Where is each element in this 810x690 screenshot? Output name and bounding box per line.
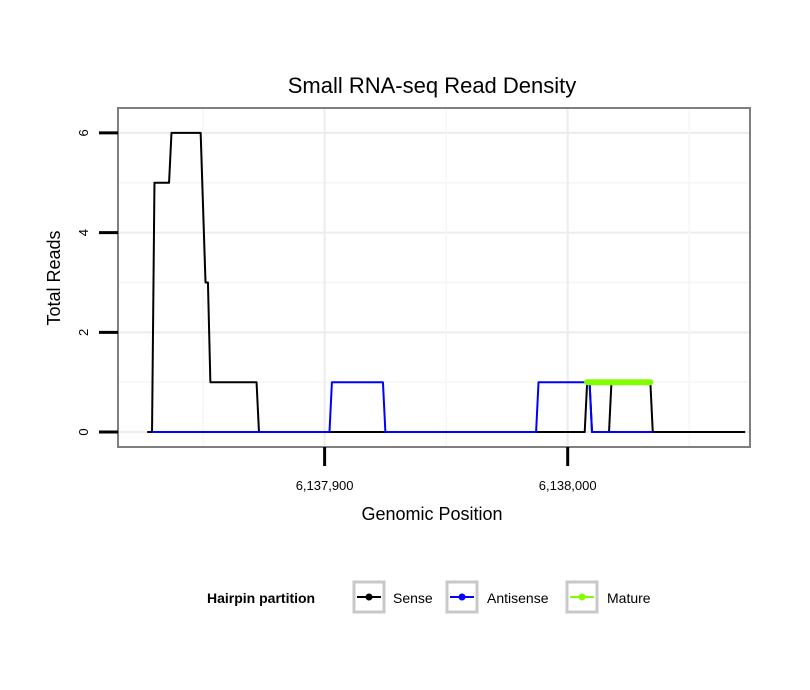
legend-dot-antisense bbox=[458, 593, 466, 601]
legend-label-antisense: Antisense bbox=[487, 590, 549, 606]
legend-title: Hairpin partition bbox=[207, 590, 315, 606]
y-tick-label: 0 bbox=[76, 428, 91, 435]
legend-label-mature: Mature bbox=[607, 590, 651, 606]
x-tick-label: 6,138,000 bbox=[539, 478, 597, 493]
y-axis: 0 2 4 6 bbox=[76, 129, 118, 436]
series-line-sense bbox=[147, 131, 746, 434]
y-tick-label: 6 bbox=[76, 129, 91, 136]
legend-item-sense: Sense bbox=[352, 580, 433, 614]
legend-item-mature: Mature bbox=[565, 580, 651, 614]
x-axis: 6,137,900 6,138,000 bbox=[296, 447, 597, 493]
x-tick-label: 6,137,900 bbox=[296, 478, 354, 493]
x-axis-title: Genomic Position bbox=[361, 504, 502, 524]
legend-dot-sense bbox=[365, 593, 373, 601]
legend-item-antisense: Antisense bbox=[445, 580, 549, 614]
y-tick-label: 4 bbox=[76, 229, 91, 236]
grid-lines bbox=[118, 108, 750, 447]
legend: Hairpin partition Sense Antisense Mature bbox=[207, 580, 651, 614]
series-lines bbox=[147, 131, 746, 434]
y-axis-title: Total Reads bbox=[44, 230, 64, 325]
legend-dot-mature bbox=[578, 593, 586, 601]
chart-title: Small RNA-seq Read Density bbox=[288, 73, 577, 98]
series-line-antisense bbox=[152, 381, 653, 434]
legend-label-sense: Sense bbox=[393, 590, 433, 606]
plot-panel-border bbox=[117, 107, 751, 448]
y-tick-label: 2 bbox=[76, 329, 91, 336]
